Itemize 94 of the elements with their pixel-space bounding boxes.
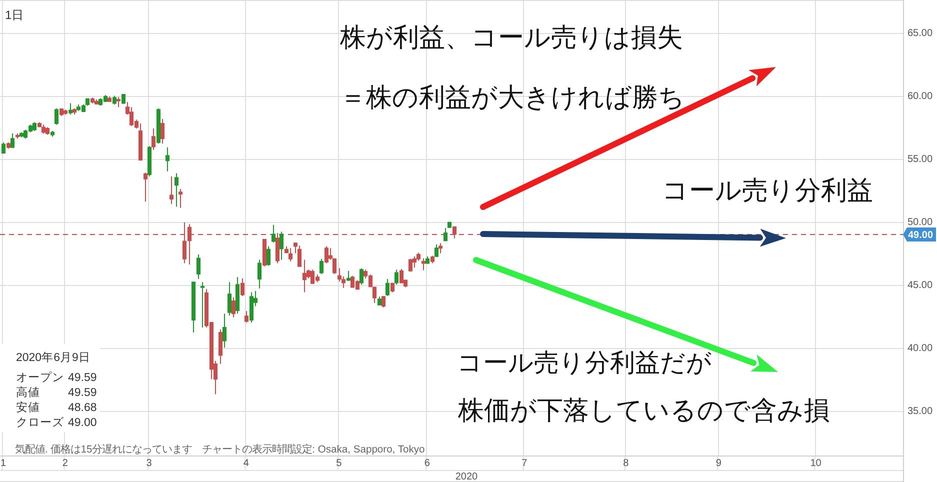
candlestick: [222, 313, 226, 348]
candlestick: [262, 238, 266, 267]
y-tick-label: 55.00: [908, 154, 933, 165]
candlestick: [42, 124, 46, 134]
x-tick-label: 4: [243, 458, 250, 470]
candlestick: [426, 256, 430, 264]
candlestick: [60, 108, 64, 116]
candlestick: [156, 108, 160, 144]
candlestick: [16, 133, 20, 140]
ref-line-label: 49.00: [908, 230, 934, 241]
candlestick: [228, 282, 232, 316]
candlestick: [170, 176, 174, 205]
x-tick-label: 1: [0, 458, 7, 470]
y-tick-label: 60.00: [908, 90, 933, 102]
annotation: コール売り分利益だが: [457, 348, 712, 377]
candlestick: [200, 282, 204, 328]
candlestick: [174, 172, 178, 208]
candlestick: [382, 296, 386, 308]
candlestick: [412, 256, 416, 268]
candlestick: [112, 95, 116, 106]
candlestick: [408, 258, 412, 272]
candlestick: [72, 108, 76, 116]
x-tick-label: 2: [62, 458, 68, 470]
candlestick: [166, 146, 170, 172]
candlestick: [360, 268, 364, 286]
annotation: コール売り分利益: [662, 175, 873, 206]
candlestick: [250, 292, 254, 323]
candlestick: [324, 246, 328, 264]
x-tick-label: 3: [146, 458, 152, 470]
candlestick: [288, 248, 292, 262]
candlestick: [448, 221, 452, 228]
annotation: 株が利益、コール売りは損失: [339, 22, 683, 52]
y-tick-label: 65.00: [908, 28, 933, 39]
candlestick: [430, 255, 434, 264]
candlestick: [108, 96, 112, 103]
annotation: 株価が下落しているので含み損: [457, 395, 830, 426]
candlestick: [302, 259, 306, 293]
candlestick: [32, 122, 36, 132]
candlestick: [346, 270, 350, 282]
candlestick: [90, 97, 94, 104]
candlestick: [152, 128, 156, 150]
candlestick: [116, 96, 120, 108]
candlestick: [232, 296, 236, 318]
y-tick-label: 50.00: [908, 216, 933, 228]
candlestick: [50, 130, 54, 138]
x-tick-label: 9: [716, 458, 722, 470]
candlestick: [422, 258, 426, 271]
candlestick: [144, 172, 148, 202]
candlestick: [218, 328, 222, 365]
candlestick: [258, 259, 262, 289]
candlestick: [64, 109, 68, 116]
candlestick: [178, 188, 182, 208]
y-tick-label: 45.00: [908, 280, 933, 291]
candlestick: [378, 296, 382, 306]
candlestick: [20, 132, 24, 138]
candlestick: [434, 244, 438, 258]
x-tick-label: 7: [522, 458, 528, 470]
candlestick: [438, 242, 442, 254]
x-axis-title: 2020: [455, 472, 478, 482]
candlestick: [240, 278, 244, 297]
candlestick: [148, 146, 152, 177]
candlestick: [272, 224, 276, 243]
candlestick: [6, 142, 10, 150]
candlestick: [390, 282, 394, 293]
candlestick: [122, 94, 126, 104]
candlestick: [280, 231, 284, 260]
candlestick: [266, 246, 270, 266]
annotation: 気配値. 価格は15分遅れになっています チャートの表示時間設定: Osaka, Sapporo, Tokyo: [15, 444, 426, 456]
candlestick: [298, 245, 302, 267]
candlestick: [320, 258, 324, 274]
candlestick: [444, 228, 448, 242]
x-tick-label: 10: [810, 458, 822, 470]
candlestick: [46, 126, 50, 136]
candlestick: [68, 102, 72, 116]
candlestick: [160, 118, 164, 144]
candlestick: [10, 133, 14, 148]
candlestick: [386, 278, 390, 297]
candlestick: [236, 276, 240, 314]
candlestick: [394, 269, 398, 286]
candlestick: [244, 310, 248, 323]
y-tick-label: 35.00: [908, 406, 933, 417]
candlestick: [196, 254, 200, 280]
x-tick-label: 6: [424, 458, 430, 470]
x-tick-label: 5: [336, 458, 342, 470]
y-tick-label: 40.00: [908, 342, 933, 354]
x-tick-label: 8: [623, 458, 630, 470]
annotation: ＝株の利益が大きければ勝ち: [340, 82, 685, 112]
candlestick: [54, 108, 58, 126]
candlestick: [94, 99, 98, 106]
candlestick: [192, 282, 196, 334]
candlestick: [400, 268, 404, 284]
candlestick: [138, 122, 142, 162]
annotation: 1日: [5, 8, 24, 22]
candlestick: [2, 142, 6, 154]
